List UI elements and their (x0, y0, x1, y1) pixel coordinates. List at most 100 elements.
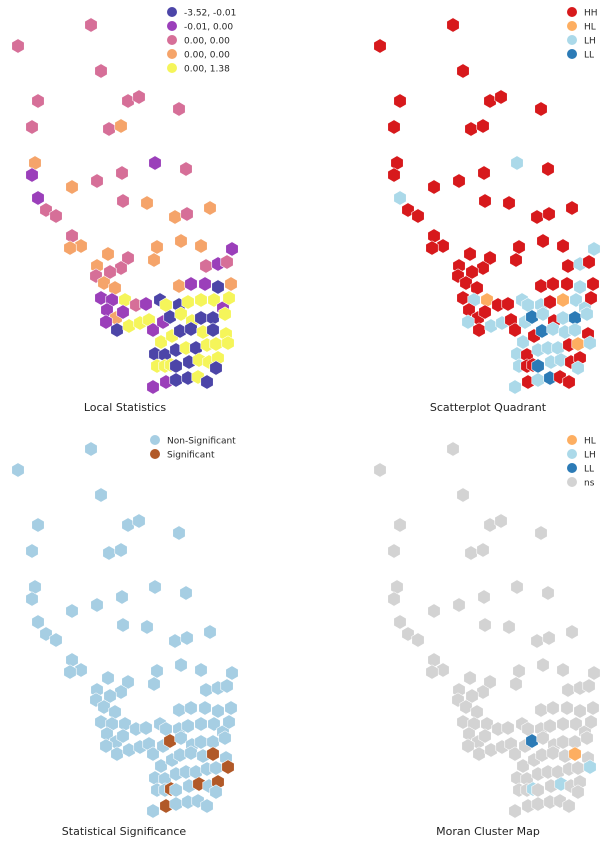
hex-area (571, 360, 585, 376)
hex-area (571, 784, 585, 800)
hex-area (476, 118, 490, 134)
hex-area (140, 195, 154, 211)
hex-area (94, 63, 108, 79)
hex-area (521, 721, 535, 737)
hex-area (132, 513, 146, 529)
hex-area (101, 246, 115, 262)
hex-area (390, 155, 404, 171)
hex-area (568, 322, 582, 338)
hex-area (118, 292, 132, 308)
hex-area (556, 662, 570, 678)
legend-label: LL (584, 465, 594, 475)
hex-area (147, 252, 161, 268)
legend-label: 0.00, 0.00 (184, 37, 230, 47)
hex-area (147, 676, 161, 692)
panel-statistical-significance: Non-Significant Significant Statistical S… (11, 435, 239, 838)
legend-label: 0.00, 1.38 (184, 65, 230, 75)
hex-area (556, 716, 570, 732)
hex-area (203, 200, 217, 216)
hex-area (90, 258, 104, 274)
hex-area (583, 759, 597, 775)
hex-area (530, 633, 544, 649)
hex-area (452, 258, 466, 274)
hex-area (425, 664, 439, 680)
hex-area (139, 296, 153, 312)
hex-area (478, 728, 492, 744)
hex-area (102, 545, 116, 561)
hex-area (110, 322, 124, 338)
hex-area (11, 38, 25, 54)
hex-area (478, 193, 492, 209)
hex-area (220, 678, 234, 694)
hex-area (556, 238, 570, 254)
hex-area (446, 17, 460, 33)
legend-label: ns (584, 479, 595, 489)
hex-area (169, 766, 183, 782)
legend-label: LL (584, 51, 594, 61)
hex-area (101, 670, 115, 686)
hex-area (206, 746, 220, 762)
hex-area (211, 279, 225, 295)
hex-area (169, 372, 183, 388)
hex-area (534, 525, 548, 541)
hex-area (452, 597, 466, 613)
hex-area (477, 589, 491, 605)
hex-area (206, 322, 220, 338)
legend-swatch (567, 21, 577, 31)
hex-area (587, 241, 601, 257)
hex-area (478, 304, 492, 320)
hex-area (122, 318, 136, 334)
hex-area (108, 280, 122, 296)
hex-area (512, 239, 526, 255)
hex-area (179, 585, 193, 601)
hex-area (169, 342, 183, 358)
hex-area (146, 803, 160, 819)
hex-area (74, 238, 88, 254)
hex-area (222, 714, 236, 730)
hex-area (181, 718, 195, 734)
hex-area (583, 335, 597, 351)
hex-area (94, 487, 108, 503)
hex-area (173, 323, 187, 339)
legend-local-statistics: -3.52, -0.01 -0.01, 0.00 0.00, 0.00 0.00,… (167, 7, 236, 75)
hex-area (551, 340, 565, 356)
hex-area (221, 759, 235, 775)
hex-area (90, 682, 104, 698)
hex-map-local-statistics (11, 17, 239, 395)
hex-area (534, 702, 548, 718)
hex-area (189, 764, 203, 780)
hex-area (425, 240, 439, 256)
hex-area (194, 292, 208, 308)
panel-scatterplot-quadrant: HH HL LH LL Scatterplot Quadrant (373, 7, 601, 414)
hex-area (180, 206, 194, 222)
hex-area (560, 276, 574, 292)
hex-area (427, 228, 441, 244)
hex-area (132, 89, 146, 105)
hex-area (90, 173, 104, 189)
hex-area (580, 730, 594, 746)
hex-area (114, 542, 128, 558)
hex-area (194, 716, 208, 732)
hex-area (568, 310, 582, 326)
hex-area (94, 290, 108, 306)
hex-area (463, 670, 477, 686)
hex-area (139, 720, 153, 736)
hex-area (472, 746, 486, 762)
hex-area (541, 585, 555, 601)
legend-swatch (567, 49, 577, 59)
hex-area (456, 714, 470, 730)
legend-swatch (567, 7, 577, 17)
hex-area (535, 323, 549, 339)
panel-moran-cluster-map: HL LH LL ns Moran Cluster Map (373, 435, 601, 838)
hex-area (220, 254, 234, 270)
legend-scatterplot-quadrant: HH HL LH LL (567, 7, 598, 61)
hex-area (150, 239, 164, 255)
hex-area (25, 543, 39, 559)
hex-area (516, 758, 530, 774)
hex-area (501, 296, 515, 312)
hex-area (484, 742, 498, 758)
hex-area (31, 190, 45, 206)
hex-area (221, 335, 235, 351)
hex-area (568, 746, 582, 762)
legend-swatch (167, 49, 177, 59)
